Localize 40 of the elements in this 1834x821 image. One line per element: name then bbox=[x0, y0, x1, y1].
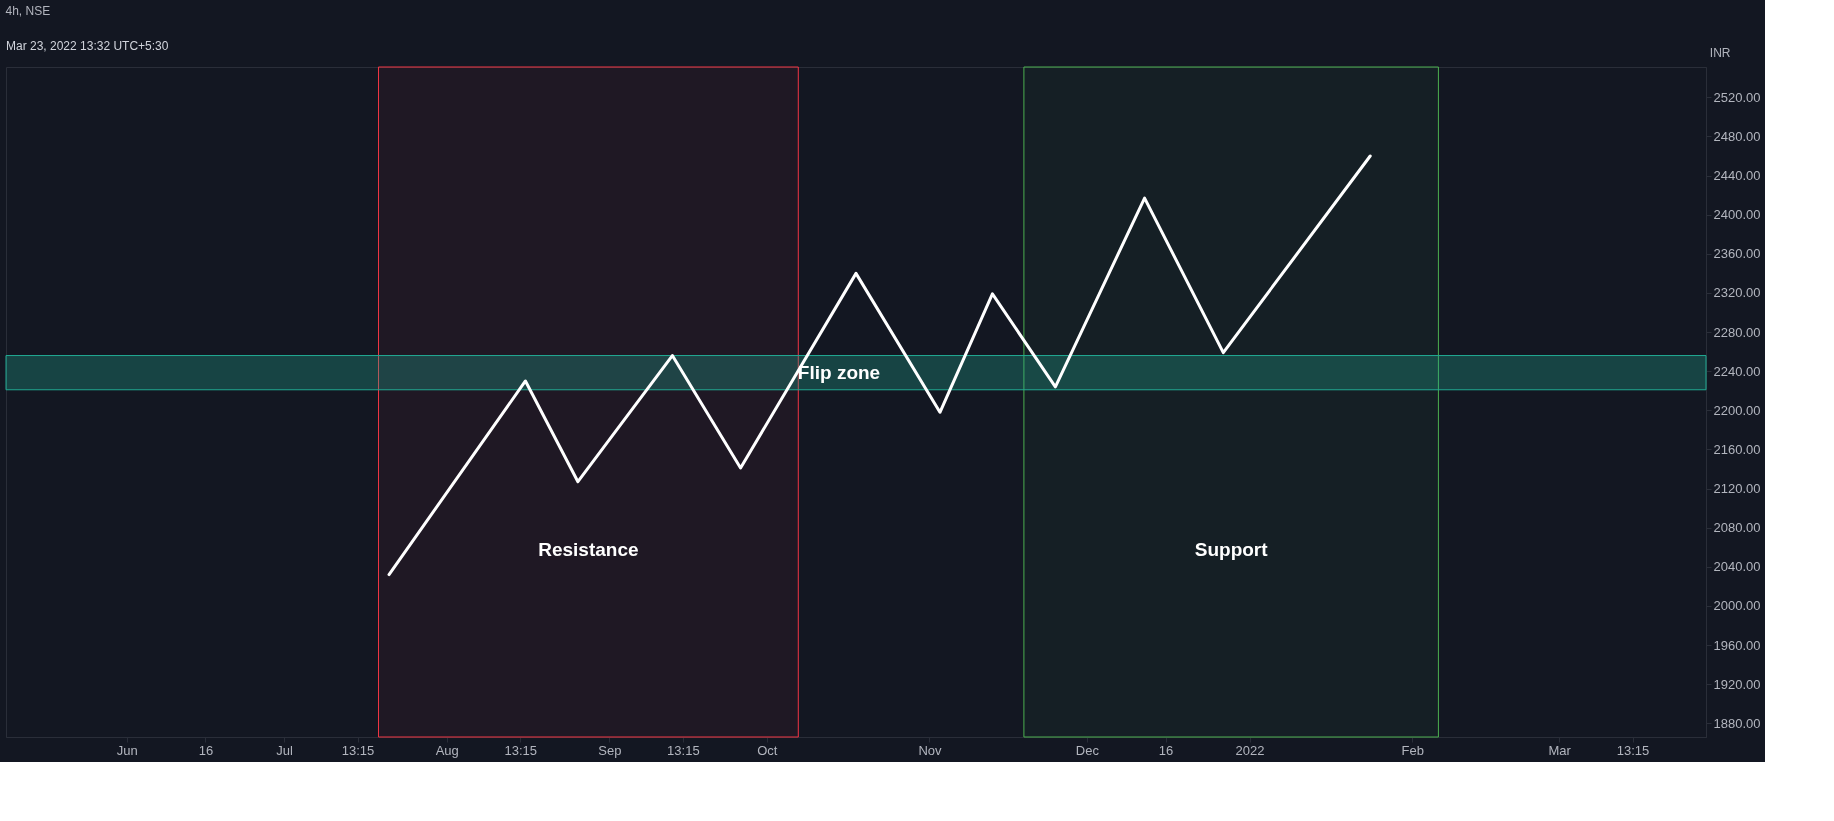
y-tick-label: 2480.00 bbox=[1713, 128, 1761, 144]
x-tick-label: 13:15 bbox=[1616, 742, 1650, 758]
x-tick-label: 13:15 bbox=[341, 742, 375, 758]
y-tick-label: 1960.00 bbox=[1713, 637, 1761, 653]
x-tick-label: Feb bbox=[1401, 742, 1424, 758]
band-label: Flip zone bbox=[797, 361, 881, 383]
chart-title: 4h, NSE bbox=[5, 4, 51, 18]
y-tick-label: 2520.00 bbox=[1713, 89, 1761, 105]
x-tick-label: Aug bbox=[435, 742, 459, 758]
y-tick-label: 2000.00 bbox=[1713, 598, 1761, 614]
x-tick-label: Oct bbox=[757, 742, 778, 758]
band-label: Resistance bbox=[538, 538, 639, 560]
y-tick-label: 2280.00 bbox=[1713, 324, 1761, 340]
x-tick-label: 13:15 bbox=[504, 742, 537, 758]
band-label: Support bbox=[1194, 538, 1269, 560]
x-tick-label: Nov bbox=[918, 742, 943, 758]
x-tick-label: Jul bbox=[276, 742, 293, 758]
y-tick-label: 2040.00 bbox=[1713, 559, 1761, 575]
x-tick-label: Mar bbox=[1548, 742, 1572, 758]
y-tick-label: 1880.00 bbox=[1713, 715, 1761, 731]
x-tick-label: Sep bbox=[598, 742, 622, 758]
y-tick-label: 1920.00 bbox=[1713, 676, 1761, 692]
y-tick-label: 2080.00 bbox=[1713, 520, 1761, 536]
line-series bbox=[387, 154, 1372, 577]
y-axis-title: INR bbox=[1709, 45, 1731, 60]
y-tick-label: 2440.00 bbox=[1713, 168, 1761, 184]
x-tick-label: Dec bbox=[1075, 742, 1100, 758]
text: Mar 23, 2022 13:32 UTC+5:30 bbox=[6, 39, 169, 53]
x-tick-label: 2022 bbox=[1235, 742, 1265, 758]
y-tick-label: 2200.00 bbox=[1713, 402, 1761, 418]
y-tick-label: 2320.00 bbox=[1713, 285, 1761, 301]
y-tick-label: 2160.00 bbox=[1713, 441, 1761, 457]
x-tick-label: 13:15 bbox=[667, 742, 700, 758]
x-tick-label: Jun bbox=[116, 742, 138, 758]
y-tick-label: 2240.00 bbox=[1713, 363, 1761, 379]
x-tick-label: 16 bbox=[1158, 742, 1174, 758]
y-tick-label: 2120.00 bbox=[1713, 481, 1761, 497]
y-tick-label: 2400.00 bbox=[1713, 207, 1761, 223]
x-tick-label: 16 bbox=[198, 742, 214, 758]
y-tick-label: 2360.00 bbox=[1713, 246, 1761, 262]
